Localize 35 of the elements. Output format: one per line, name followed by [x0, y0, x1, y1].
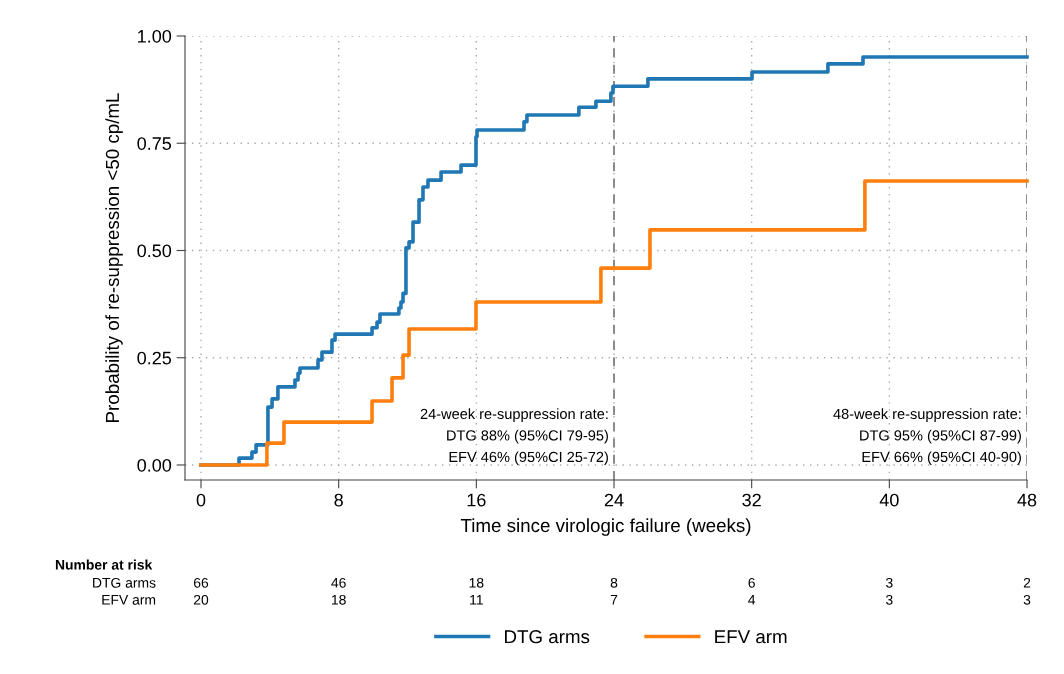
text: 7 [610, 595, 618, 605]
text: 66 [193, 577, 209, 588]
text: 8 [610, 577, 618, 588]
x-tick-label: 8 [334, 493, 343, 507]
legend-label: DTG arms [505, 630, 590, 644]
x-tick-label: 0 [196, 493, 206, 507]
y-axis-title: Probability of re-suppression <50 cp/mL [105, 93, 123, 422]
text: 46 [331, 577, 346, 588]
y-tick-label: 0.75 [137, 137, 172, 150]
y-tick-label: 0.25 [137, 351, 172, 365]
text: 3 [886, 577, 893, 588]
x-tick-label: 24 [604, 493, 624, 507]
x-tick-label: 32 [742, 493, 761, 507]
y-tick-label: 1.00 [138, 29, 172, 43]
text: Number at risk [55, 559, 153, 570]
text: 11 [470, 595, 483, 605]
y-tick-label: 0.50 [137, 244, 172, 258]
ref-line-label: 24-week re-suppression rate: DTG 88% (95%CI 79-95) EFV 46% (95%CI 25-72) [420, 408, 608, 465]
x-tick-label: 16 [467, 493, 486, 507]
x-tick-label: 40 [879, 493, 899, 507]
text: 4 [748, 595, 756, 605]
text: 18 [469, 577, 484, 588]
text: DTG arms [93, 577, 156, 588]
x-axis-title: Time since virologic failure (weeks) [460, 518, 751, 536]
text: EFV arm [102, 595, 156, 605]
y-tick-label: 0.00 [137, 458, 172, 472]
text: 3 [886, 594, 893, 605]
text: 3 [1023, 594, 1031, 605]
legend-label: EFV arm [715, 630, 787, 644]
x-tick-label: 48 [1017, 493, 1037, 507]
text: 6 [748, 577, 755, 588]
text: 18 [332, 594, 346, 605]
text: 20 [193, 594, 209, 605]
text: 2 [1023, 577, 1031, 588]
ref-line-label: 48-week re-suppression rate: DTG 95% (95%CI 87-99) EFV 66% (95%CI 40-90) [833, 408, 1021, 465]
